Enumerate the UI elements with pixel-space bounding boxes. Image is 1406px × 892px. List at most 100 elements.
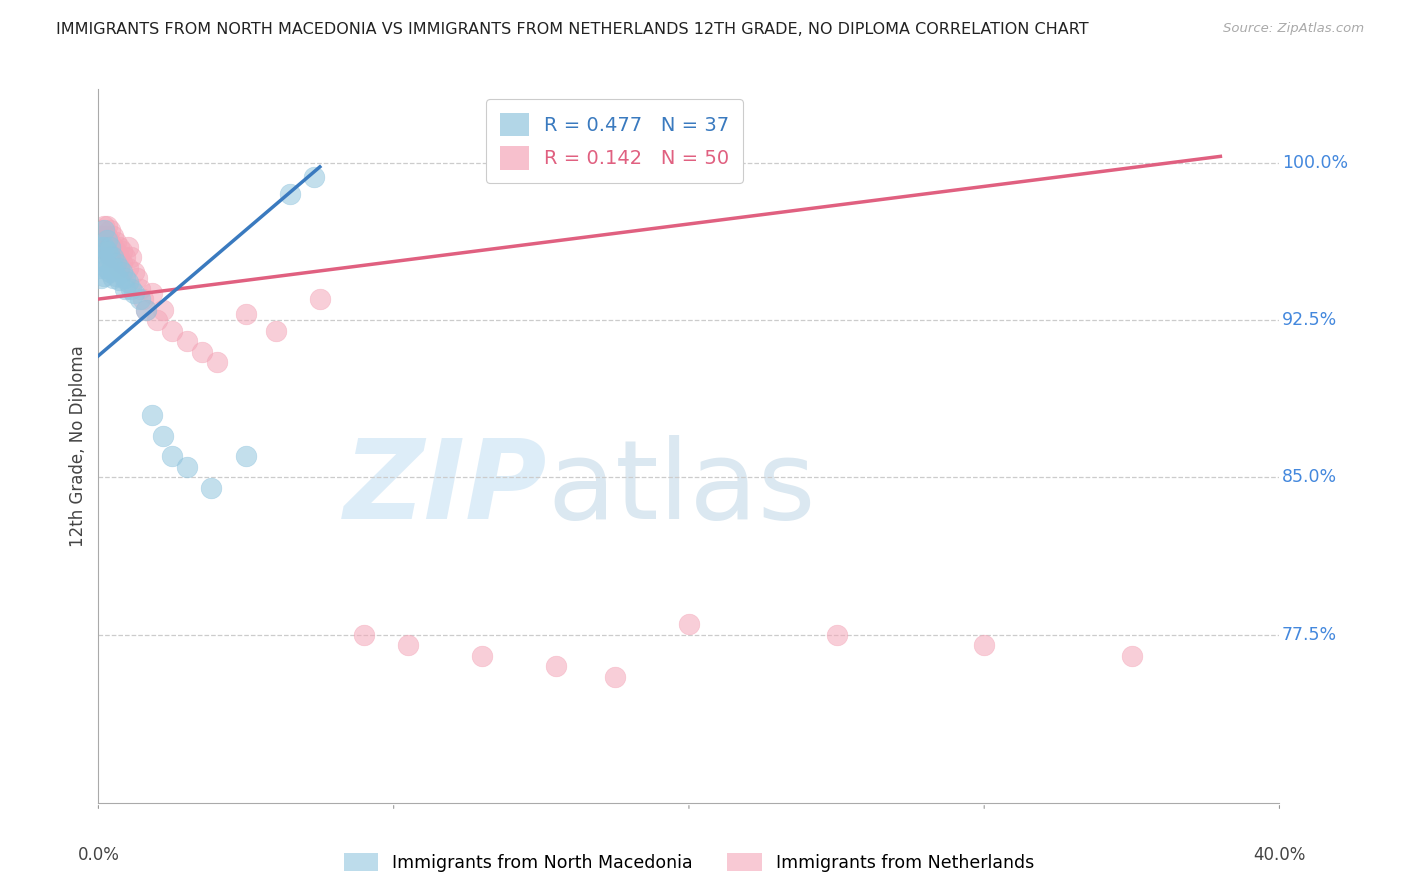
Point (152, 428, 174, 442)
Point (176, 460, 198, 475)
Point (96, 250, 118, 264)
Point (141, 285, 163, 300)
Text: 85.0%: 85.0% (1282, 468, 1337, 486)
Point (135, 302, 157, 317)
Point (96, 229, 118, 244)
Text: atlas: atlas (547, 435, 815, 542)
Point (111, 256, 134, 270)
Point (235, 450, 257, 464)
Legend: R = 0.477   N = 37, R = 0.142   N = 50: R = 0.477 N = 37, R = 0.142 N = 50 (486, 99, 744, 184)
Point (1121, 648, 1143, 663)
Point (103, 250, 125, 264)
Text: ZIP: ZIP (343, 435, 547, 542)
Point (108, 260, 131, 275)
Point (98, 265, 121, 279)
Point (98, 248, 121, 262)
Point (103, 271, 125, 285)
Point (132, 292, 155, 306)
Point (90, 260, 112, 275)
Point (146, 313, 169, 327)
Point (96, 239, 118, 253)
Point (93, 223, 115, 237)
Point (605, 670, 627, 684)
Point (96, 233, 118, 247)
Point (93, 254, 115, 268)
Point (264, 324, 287, 338)
Point (108, 250, 131, 264)
Text: 77.5%: 77.5% (1282, 626, 1337, 644)
Point (825, 628, 848, 642)
Point (544, 659, 567, 673)
Point (105, 244, 128, 258)
Point (98, 235, 121, 250)
Point (96, 260, 118, 275)
Point (103, 250, 125, 264)
Point (108, 273, 131, 287)
Point (353, 628, 375, 642)
Point (93, 239, 115, 253)
Text: 0.0%: 0.0% (77, 846, 120, 863)
Point (96, 244, 118, 258)
Point (176, 334, 198, 348)
Point (162, 450, 183, 464)
Point (105, 268, 128, 283)
Point (98, 223, 121, 237)
Point (117, 275, 139, 289)
Point (302, 170, 325, 185)
Point (120, 282, 142, 296)
Point (108, 239, 131, 253)
Point (122, 285, 145, 300)
Point (93, 268, 115, 283)
Point (105, 256, 128, 270)
Text: Source: ZipAtlas.com: Source: ZipAtlas.com (1223, 22, 1364, 36)
Point (93, 239, 115, 253)
Point (90, 271, 112, 285)
Y-axis label: 12th Grade, No Diploma: 12th Grade, No Diploma (69, 345, 87, 547)
Point (309, 292, 332, 306)
Point (98, 250, 121, 264)
Point (278, 187, 302, 202)
Point (93, 229, 115, 244)
Point (98, 239, 121, 253)
Point (90, 229, 112, 244)
Point (235, 307, 257, 321)
Point (90, 239, 112, 253)
Point (200, 481, 222, 495)
Text: 40.0%: 40.0% (1253, 846, 1306, 863)
Point (90, 223, 112, 237)
Point (114, 282, 136, 296)
Point (111, 244, 134, 258)
Point (93, 219, 115, 233)
Point (103, 239, 125, 253)
Legend: Immigrants from North Macedonia, Immigrants from Netherlands: Immigrants from North Macedonia, Immigra… (336, 847, 1042, 879)
Text: IMMIGRANTS FROM NORTH MACEDONIA VS IMMIGRANTS FROM NETHERLANDS 12TH GRADE, NO DI: IMMIGRANTS FROM NORTH MACEDONIA VS IMMIG… (56, 22, 1088, 37)
Point (90, 250, 112, 264)
Point (471, 648, 494, 663)
Point (114, 271, 136, 285)
Text: 92.5%: 92.5% (1282, 311, 1337, 329)
Point (114, 250, 136, 264)
Point (96, 219, 118, 233)
Point (162, 324, 183, 338)
Point (191, 344, 214, 359)
Point (205, 355, 228, 369)
Point (117, 239, 139, 253)
Point (128, 292, 150, 306)
Point (152, 302, 174, 317)
Point (128, 282, 150, 296)
Point (111, 265, 134, 279)
Point (103, 260, 125, 275)
Point (141, 408, 163, 422)
Point (120, 250, 142, 264)
Point (105, 235, 128, 250)
Point (122, 265, 145, 279)
Point (396, 639, 419, 653)
Point (117, 260, 139, 275)
Text: 100.0%: 100.0% (1282, 153, 1348, 171)
Point (103, 229, 125, 244)
Point (125, 271, 148, 285)
Point (678, 617, 700, 632)
Point (108, 260, 131, 275)
Point (135, 302, 157, 317)
Point (973, 639, 995, 653)
